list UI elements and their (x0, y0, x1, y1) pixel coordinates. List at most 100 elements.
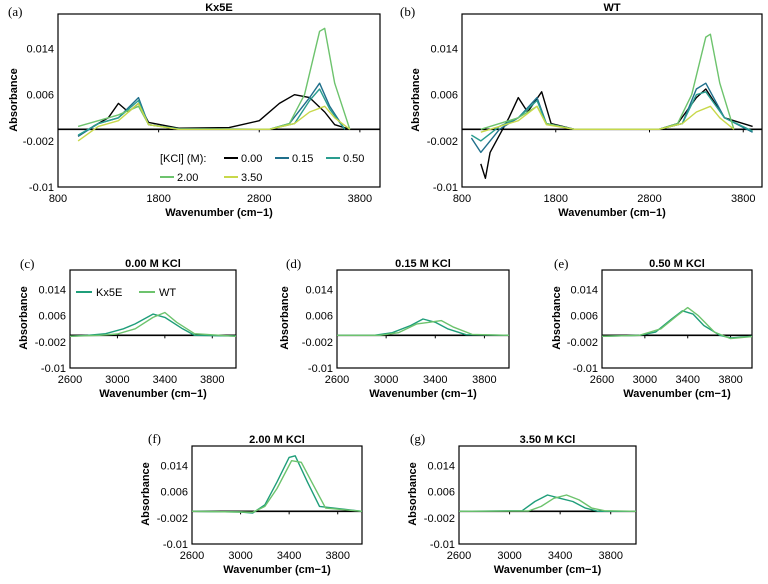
x-tick-label: 2800 (247, 193, 271, 205)
y-tick-label: 0.014 (427, 461, 455, 473)
panel-label: (g) (410, 431, 425, 446)
x-tick-label: 2600 (180, 550, 204, 562)
y-axis-label: Absorbance (279, 286, 291, 350)
x-axis-label: Wavenumber (cm−1) (165, 207, 273, 219)
x-tick-label: 800 (453, 193, 471, 205)
x-tick-label: 3800 (472, 374, 496, 386)
x-tick-label: 2800 (637, 193, 661, 205)
plot-frame (191, 445, 363, 545)
panel-label: (a) (8, 4, 22, 19)
x-axis-label: Wavenumber (cm−1) (558, 207, 666, 219)
y-tick-label: -0.002 (424, 513, 455, 525)
legend-entry-2.00: 2.00 (177, 172, 198, 184)
x-tick-label: 3800 (348, 193, 372, 205)
y-tick-label: 0.014 (160, 461, 188, 473)
panel-title: 0.50 M KCl (649, 258, 705, 270)
x-tick-label: 2600 (58, 374, 82, 386)
series-line-3.50 (77, 102, 351, 142)
series-line-Kx5E (458, 494, 636, 512)
y-tick-label: -0.01 (433, 182, 458, 194)
legend-entry-Kx5E: Kx5E (96, 287, 122, 299)
y-tick-label: 0.006 (38, 311, 66, 323)
x-axis-label: Wavenumber (cm−1) (369, 388, 477, 400)
legend-entry-WT: WT (159, 287, 176, 299)
x-tick-label: 3400 (675, 374, 699, 386)
panel-d: -0.01 -0.002 0.006 0.014 2600 3000 3400 3800 (d)… (279, 256, 510, 400)
series-line-Kx5E (191, 455, 363, 514)
panel-title: 2.00 M KCl (249, 434, 305, 446)
series-line-Kx5E (69, 313, 237, 337)
y-tick-label: -0.01 (573, 363, 598, 375)
plot-frame (461, 13, 763, 188)
panel-e: -0.01 -0.002 0.006 0.014 2600 3000 3400 3800 (e)… (551, 256, 753, 400)
series-line-0.00 (480, 88, 753, 180)
x-tick-label: 3000 (633, 374, 657, 386)
x-tick-label: 800 (49, 193, 67, 205)
series-line-3.50 (480, 105, 735, 133)
panel-title: Kx5E (205, 2, 233, 14)
y-tick-label: 0.014 (38, 285, 66, 297)
series-line-WT (458, 494, 637, 512)
x-tick-label: 1800 (146, 193, 170, 205)
plot-frame (57, 13, 381, 188)
x-tick-label: 3000 (228, 550, 252, 562)
panel-title: WT (603, 2, 620, 14)
plot-frame (69, 269, 237, 369)
y-tick-label: 0.006 (570, 311, 598, 323)
series-line-0.50 (471, 91, 753, 142)
x-axis-label: Wavenumber (cm−1) (494, 564, 602, 576)
series-line-2.00 (77, 27, 351, 131)
y-tick-label: -0.002 (35, 337, 66, 349)
y-tick-label: -0.01 (41, 363, 66, 375)
y-tick-label: -0.01 (308, 363, 333, 375)
y-tick-label: 0.006 (430, 90, 458, 102)
series-line-WT (601, 306, 753, 340)
x-tick-label: 3800 (718, 374, 742, 386)
y-axis-label: Absorbance (18, 286, 30, 350)
panel-title: 0.00 M KCl (125, 258, 181, 270)
panel-label: (e) (554, 256, 568, 271)
series-line-WT (337, 319, 510, 336)
x-tick-label: 3400 (548, 550, 572, 562)
legend-compare: Kx5E WT (76, 287, 176, 299)
x-tick-label: 3800 (325, 550, 349, 562)
x-tick-label: 3400 (153, 374, 177, 386)
y-tick-label: -0.01 (29, 182, 54, 194)
x-tick-label: 3000 (105, 374, 129, 386)
y-tick-label: 0.014 (305, 285, 333, 297)
x-tick-label: 3800 (598, 550, 622, 562)
panel-b: -0.01 -0.002 0.006 0.014 800 1800 2800 3800 (b) W… (400, 2, 763, 219)
x-tick-label: 3400 (277, 550, 301, 562)
y-axis-label: Absorbance (140, 462, 152, 526)
y-tick-label: -0.002 (567, 337, 598, 349)
legend-entry-3.50: 3.50 (241, 172, 262, 184)
legend-entry-0.00: 0.00 (241, 153, 262, 165)
x-tick-label: 2600 (590, 374, 614, 386)
panel-label: (d) (286, 256, 301, 271)
y-axis-label: Absorbance (8, 68, 20, 132)
y-tick-label: -0.01 (163, 539, 188, 551)
series-line-0.15 (470, 82, 753, 154)
y-tick-label: -0.01 (430, 539, 455, 551)
y-tick-label: -0.002 (427, 136, 458, 148)
y-tick-label: 0.006 (26, 90, 54, 102)
series-line-WT (69, 311, 237, 337)
series-line-0.00 (77, 93, 351, 137)
y-axis-label: Absorbance (551, 286, 563, 350)
x-tick-label: 3000 (497, 550, 521, 562)
plot-frame (336, 269, 510, 369)
x-axis-label: Wavenumber (cm−1) (623, 388, 731, 400)
x-tick-label: 2600 (447, 550, 471, 562)
x-axis-label: Wavenumber (cm−1) (99, 388, 207, 400)
y-tick-label: 0.014 (570, 285, 598, 297)
y-tick-label: 0.006 (427, 487, 455, 499)
panel-title: 0.15 M KCl (395, 258, 451, 270)
x-tick-label: 3000 (374, 374, 398, 386)
x-tick-label: 2600 (325, 374, 349, 386)
legend-kcl: [KCl] (M): 0.00 0.15 0.50 2.00 3.50 (160, 153, 364, 184)
y-tick-label: -0.002 (302, 337, 333, 349)
legend-title: [KCl] (M): (160, 153, 206, 165)
legend-entry-0.50: 0.50 (343, 153, 364, 165)
panel-label: (f) (148, 431, 161, 446)
